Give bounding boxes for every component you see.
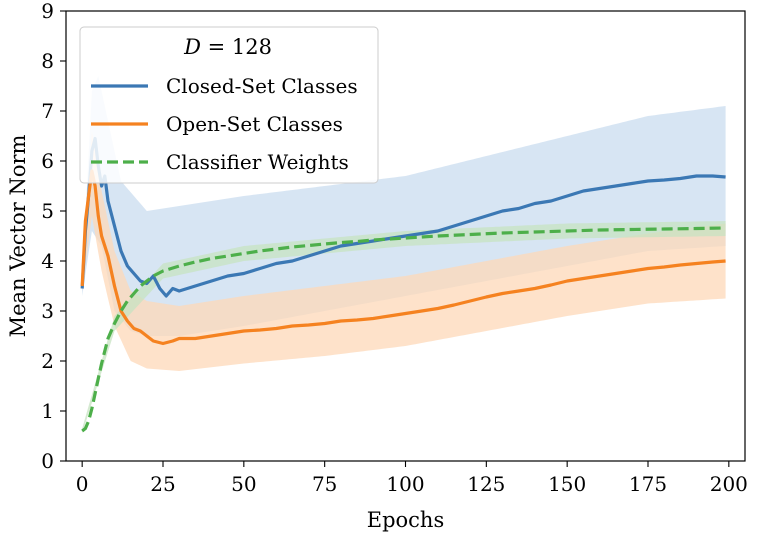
y-tick-label: 4: [41, 249, 54, 273]
x-tick-label: 25: [150, 472, 175, 496]
y-tick-label: 8: [41, 49, 54, 73]
x-tick-label: 125: [467, 472, 505, 496]
confidence-bands: [82, 76, 726, 434]
y-tick-label: 9: [41, 0, 54, 23]
y-tick-label: 7: [41, 99, 54, 123]
y-tick-label: 3: [41, 299, 54, 323]
y-tick-label: 6: [41, 149, 54, 173]
line-classifier-weights: [81, 226, 726, 433]
series-lines: [80, 136, 726, 433]
legend-title-value: = 128: [201, 35, 272, 59]
x-axis-ticks: 0 25 50 75 100 125 150 175 200: [76, 461, 748, 496]
line-closed-set-classes: [80, 136, 726, 298]
legend-title: D = 128: [183, 35, 272, 59]
x-tick-label: 150: [548, 472, 586, 496]
x-tick-label: 175: [629, 472, 667, 496]
y-tick-label: 0: [41, 449, 54, 473]
legend-label-classifier-weights: Classifier Weights: [166, 150, 349, 174]
x-tick-label: 50: [231, 472, 256, 496]
y-tick-label: 1: [41, 399, 54, 423]
legend-entries: Closed-Set Classes Open-Set Classes Classi…: [91, 74, 358, 174]
y-axis-ticks: 0 1 2 3 4 5 6 7 8 9: [41, 0, 66, 473]
x-tick-label: 100: [386, 472, 424, 496]
y-axis-label: Mean Vector Norm: [6, 134, 30, 337]
y-tick-label: 2: [41, 349, 54, 373]
band-closed-set-classes: [82, 76, 726, 336]
x-tick-label: 200: [710, 472, 748, 496]
legend-box: [79, 26, 379, 184]
x-axis-label: Epochs: [367, 508, 444, 532]
legend-label-closed-set-classes: Closed-Set Classes: [166, 74, 358, 98]
line-open-set-classes: [80, 169, 726, 346]
legend-label-open-set-classes: Open-Set Classes: [166, 112, 343, 136]
x-tick-label: 0: [76, 472, 89, 496]
band-open-set-classes: [82, 131, 726, 371]
x-tick-label: 75: [312, 472, 337, 496]
y-tick-label: 5: [41, 199, 54, 223]
legend-title-variable: D: [183, 35, 201, 59]
legend: D = 128 Closed-Set Classes Open-Set Class…: [79, 26, 379, 184]
